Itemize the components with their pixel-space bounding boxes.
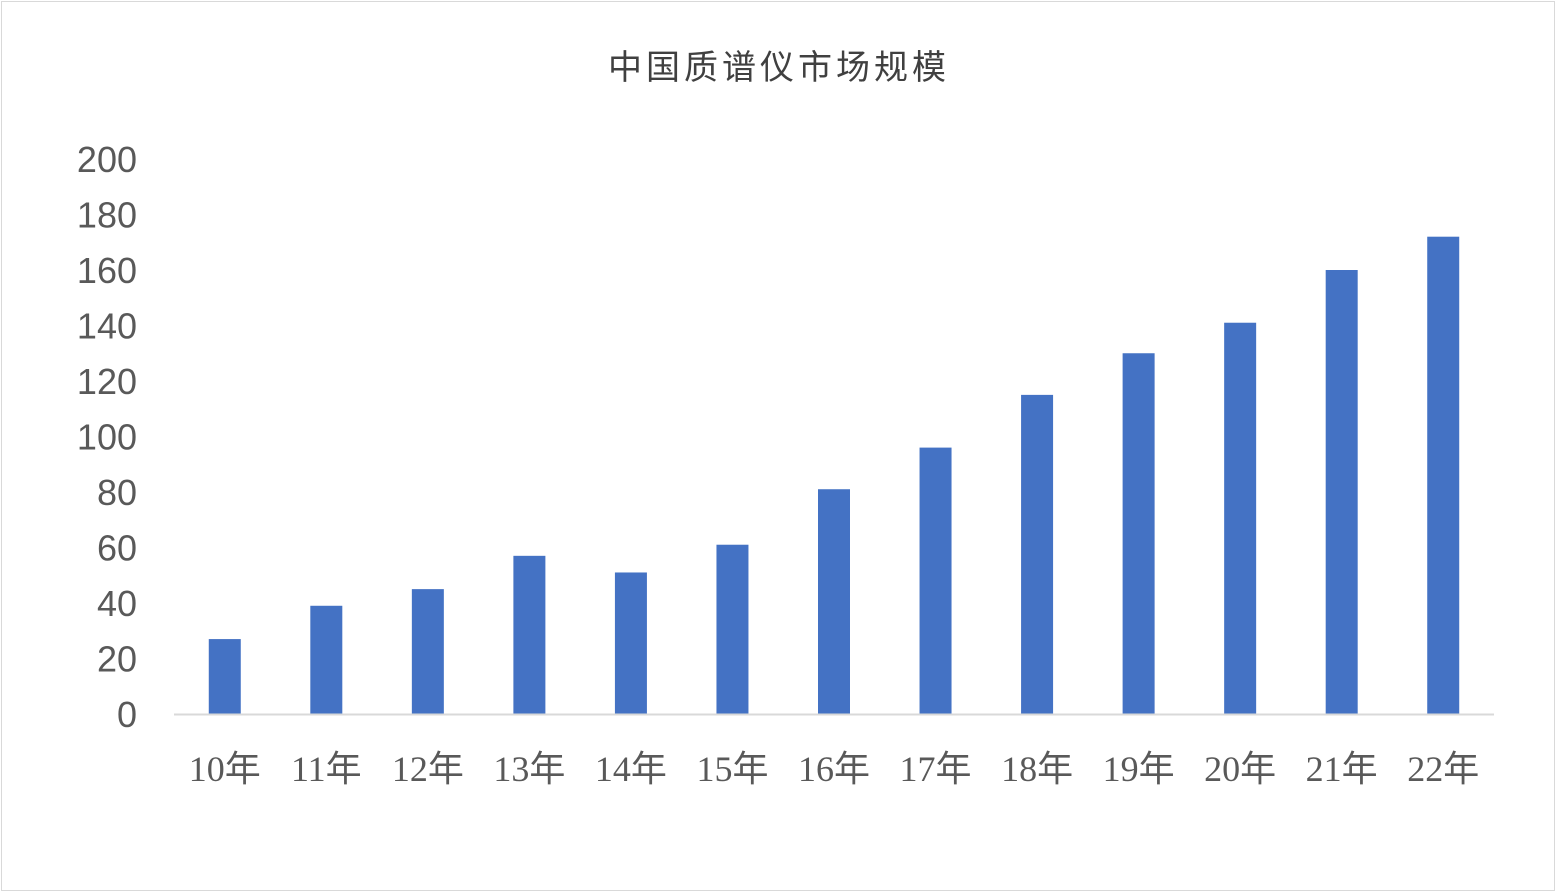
- x-tick-label: 18年: [1001, 749, 1073, 789]
- bar: [818, 489, 850, 714]
- bar: [310, 605, 343, 714]
- bar: [208, 639, 241, 714]
- bar: [1122, 353, 1155, 714]
- x-tick-label: 12年: [392, 749, 464, 789]
- x-tick-label: 11年: [291, 749, 362, 789]
- x-tick-label: 22年: [1407, 749, 1479, 789]
- y-tick-label: 20: [97, 639, 137, 680]
- x-tick-label: 21年: [1306, 749, 1378, 789]
- x-tick-label: 14年: [595, 749, 667, 789]
- bar: [1325, 270, 1358, 714]
- x-tick-label: 19年: [1103, 749, 1175, 789]
- x-axis-ticks: 10年 11年 12年 13年 14年 15年 16年 17年 18年 19年 20年 21年 22年: [189, 749, 1479, 789]
- bar: [1427, 236, 1460, 714]
- y-tick-label: 60: [97, 528, 137, 569]
- x-tick-label: 16年: [798, 749, 870, 789]
- y-tick-label: 40: [97, 583, 137, 624]
- y-tick-label: 100: [77, 417, 137, 458]
- y-tick-label: 160: [77, 250, 137, 291]
- x-tick-label: 13年: [493, 749, 565, 789]
- x-tick-label: 17年: [900, 749, 972, 789]
- y-tick-label: 200: [77, 139, 137, 180]
- bars: [208, 236, 1460, 714]
- bar: [1021, 394, 1054, 714]
- y-tick-label: 120: [77, 361, 137, 402]
- bar: [411, 589, 444, 714]
- x-tick-label: 15年: [696, 749, 768, 789]
- x-tick-label: 20年: [1204, 749, 1276, 789]
- bar: [1224, 322, 1257, 714]
- chart-title: 中国质谱仪市场规模: [608, 48, 950, 88]
- y-tick-label: 180: [77, 195, 137, 236]
- y-tick-label: 80: [97, 472, 137, 513]
- y-tick-label: 140: [77, 306, 137, 347]
- bar: [614, 572, 647, 714]
- y-axis-ticks: 0 20 40 60 80 100 120 140 160 180 200: [77, 139, 137, 735]
- bar: [513, 555, 546, 714]
- bar: [716, 544, 749, 714]
- x-tick-label: 10年: [189, 749, 261, 789]
- y-tick-label: 0: [117, 694, 137, 735]
- bar: [919, 447, 952, 714]
